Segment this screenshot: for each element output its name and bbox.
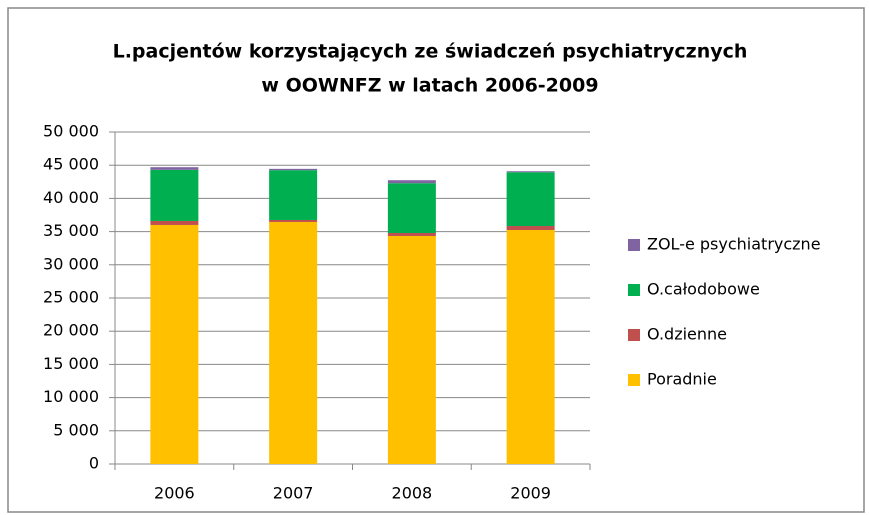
legend-swatch bbox=[628, 374, 640, 386]
bar-segment bbox=[506, 172, 555, 227]
legend-swatch bbox=[628, 239, 640, 251]
x-tick-label: 2008 bbox=[392, 484, 433, 503]
chart-title: w OOWNFZ w latach 2006-2009 bbox=[261, 75, 598, 97]
y-tick-label: 20 000 bbox=[43, 321, 99, 340]
bar-segment bbox=[506, 230, 555, 464]
x-tick-label: 2007 bbox=[273, 484, 314, 503]
legend-label: ZOL-e psychiatryczne bbox=[647, 235, 821, 254]
bar-segment bbox=[150, 220, 199, 225]
bar-segment bbox=[387, 232, 436, 236]
y-tick-label: 10 000 bbox=[43, 387, 99, 406]
legend-swatch bbox=[628, 284, 640, 296]
y-tick-label: 15 000 bbox=[43, 354, 99, 373]
y-tick-label: 5 000 bbox=[53, 420, 99, 439]
legend-label: Poradnie bbox=[647, 370, 717, 389]
bar-segment bbox=[387, 235, 436, 464]
y-tick-label: 30 000 bbox=[43, 254, 99, 273]
bar-segment bbox=[387, 183, 436, 233]
bar-segment bbox=[150, 224, 199, 464]
y-tick-label: 45 000 bbox=[43, 155, 99, 174]
y-tick-label: 25 000 bbox=[43, 288, 99, 307]
legend-label: O.całodobowe bbox=[647, 280, 760, 299]
y-tick-label: 50 000 bbox=[43, 122, 99, 141]
bar-segment bbox=[269, 219, 318, 222]
bar-segment bbox=[269, 168, 318, 171]
legend-label: O.dzienne bbox=[647, 325, 727, 344]
x-tick-label: 2009 bbox=[510, 484, 551, 503]
x-tick-label: 2006 bbox=[154, 484, 195, 503]
bar-segment bbox=[269, 170, 318, 220]
y-tick-label: 35 000 bbox=[43, 221, 99, 240]
bar-segment bbox=[150, 169, 199, 221]
y-tick-label: 0 bbox=[89, 454, 99, 473]
bar-segment bbox=[506, 171, 555, 173]
bar-segment bbox=[506, 226, 555, 231]
chart-title: L.pacjentów korzystających ze świadczeń … bbox=[113, 41, 748, 63]
bar-segment bbox=[150, 167, 199, 170]
legend-swatch bbox=[628, 329, 640, 341]
y-tick-label: 40 000 bbox=[43, 188, 99, 207]
bar-segment bbox=[387, 180, 436, 184]
bar-segment bbox=[269, 221, 318, 464]
